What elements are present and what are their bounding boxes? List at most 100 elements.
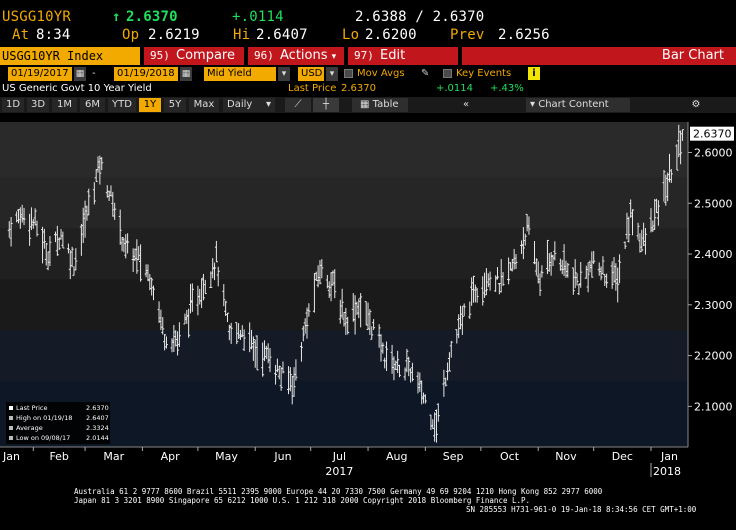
y-tick-label: 2.2000 — [694, 350, 733, 363]
prev-label: Prev — [450, 27, 485, 43]
x-year-label: 2018 — [653, 465, 681, 478]
low-value: 2.6200 — [365, 27, 417, 43]
period-ytd[interactable]: YTD — [108, 98, 136, 112]
edit-button[interactable]: 97) Edit — [348, 47, 458, 65]
parameter-row: 01/19/2017 ▦ - 01/19/2018 ▦ Mid Yield ▾ … — [0, 66, 736, 82]
chart-content-button[interactable]: ▾ Chart Content — [526, 98, 630, 112]
function-bar: USGG10YR Index 95) Compare 96) Actions ▾… — [0, 47, 736, 65]
period-6m[interactable]: 6M — [80, 98, 105, 112]
x-tick-label: Mar — [103, 450, 124, 463]
frequency-label: Daily — [227, 99, 253, 110]
pct-change-value: +.43% — [490, 83, 524, 94]
period-5y[interactable]: 5Y — [164, 98, 186, 112]
y-tick-label: 2.6000 — [694, 146, 733, 159]
actions-label: Actions — [280, 48, 328, 63]
chart-content-label: Chart Content — [538, 99, 609, 110]
y-tick-label: 2.5000 — [694, 197, 733, 210]
period-1y[interactable]: 1Y — [139, 98, 161, 112]
mov-avgs-checkbox[interactable] — [344, 69, 353, 78]
x-tick-label: Jan — [660, 450, 678, 463]
high-value: 2.6407 — [256, 27, 308, 43]
chart-title: Bar Chart — [462, 47, 736, 65]
change-value: +.0114 — [436, 83, 474, 94]
period-1d[interactable]: 1D — [2, 98, 24, 112]
date-separator: - — [92, 68, 96, 79]
chevron-down-icon[interactable]: ▾ — [326, 67, 338, 81]
chevron-down-icon: ▾ — [265, 99, 271, 110]
band — [0, 380, 688, 447]
x-tick-label: Nov — [555, 450, 577, 463]
currency-select[interactable]: USD — [298, 67, 324, 81]
legend-value: 2.0144 — [86, 434, 109, 442]
legend-label: Average — [16, 424, 43, 432]
frequency-select[interactable]: Daily ▾ — [223, 98, 275, 112]
footer-contacts-line1: Australia 61 2 9777 8600 Brazil 5511 239… — [74, 487, 603, 496]
start-date-field[interactable]: 01/19/2017 — [8, 67, 72, 81]
legend-value: 2.6370 — [86, 404, 109, 412]
compare-button[interactable]: 95) Compare — [144, 47, 244, 65]
table-label: Table — [372, 99, 399, 110]
table-button[interactable]: ▦ Table — [352, 98, 408, 112]
bar-chart-icon[interactable]: ┼ — [313, 98, 339, 112]
end-date-field[interactable]: 01/19/2018 — [114, 67, 178, 81]
x-tick-label: Sep — [443, 450, 464, 463]
x-tick-label: Apr — [161, 450, 181, 463]
x-tick-label: Dec — [612, 450, 633, 463]
key-events-label: Key Events — [456, 68, 512, 79]
period-toolbar: 1D 3D 1M 6M YTD 1Y 5Y Max Daily ▾ ⟋ ┼ ▦ … — [0, 97, 736, 113]
chevron-down-icon[interactable]: ▾ — [278, 67, 290, 81]
last-value-label: 2.6370 — [693, 128, 732, 141]
period-max[interactable]: Max — [189, 98, 219, 112]
chart-legend: Last Price 2.6370 High on 01/19/18 2.6407 Av… — [6, 402, 110, 444]
x-axis: Jan Feb Mar Apr May Jun Jul Aug Sep Oct Nov Dec Jan 2… — [0, 446, 688, 478]
gear-icon[interactable]: ⚙ — [691, 99, 701, 110]
legend-box — [6, 402, 110, 444]
open-value: 2.6219 — [148, 27, 200, 43]
at-label: At — [12, 27, 30, 43]
pencil-icon[interactable]: ✎ — [421, 68, 430, 79]
legend-value: 2.3324 — [86, 424, 109, 432]
net-change: +.0114 — [232, 9, 284, 25]
info-icon[interactable]: i — [528, 67, 540, 80]
legend-marker — [9, 426, 13, 430]
actions-button[interactable]: 96) Actions ▾ — [248, 47, 344, 65]
calendar-icon[interactable]: ▦ — [74, 67, 86, 81]
last-price-value: 2.6370 — [341, 83, 376, 94]
last-price: 2.6370 — [126, 9, 178, 25]
last-value-box — [690, 126, 734, 141]
background-bands — [0, 122, 688, 447]
x-tick-label: Jan — [2, 450, 20, 463]
footer-contacts-line2: Japan 81 3 3201 8900 Singapore 65 6212 1… — [74, 496, 531, 505]
collapse-button[interactable]: « — [462, 99, 470, 110]
period-1m[interactable]: 1M — [52, 98, 77, 112]
legend-label: Last Price — [16, 404, 47, 412]
period-3d[interactable]: 3D — [27, 98, 49, 112]
x-tick-label: Aug — [386, 450, 407, 463]
up-arrow-icon: ↑ — [112, 9, 121, 25]
last-price-label: Last Price — [288, 83, 337, 94]
band — [0, 228, 688, 280]
security-description: US Generic Govt 10 Year Yield — [2, 83, 152, 94]
edit-num: 97) — [354, 49, 374, 62]
x-tick-label: May — [215, 450, 238, 463]
security-field[interactable]: USGG10YR Index — [0, 47, 140, 65]
legend-label: Low on 09/08/17 — [16, 434, 70, 442]
field-select[interactable]: Mid Yield — [204, 67, 276, 81]
ohlc-bars — [7, 124, 684, 443]
price-chart: 2.1000 2.2000 2.3000 2.4000 2.5000 2.6000 2.63… — [0, 122, 734, 478]
footer: Australia 61 2 9777 8600 Brazil 5511 239… — [0, 484, 736, 530]
band — [0, 330, 688, 381]
actions-num: 96) — [254, 49, 274, 62]
legend-marker — [9, 436, 13, 440]
edit-label: Edit — [380, 48, 406, 63]
compare-num: 95) — [150, 49, 170, 62]
quote-header: USGG10YR ↑ 2.6370 +.0114 2.6388 / 2.6370… — [0, 0, 736, 46]
footer-session-line: SN 285553 H731-961-0 19-Jan-18 8:34:56 C… — [466, 505, 697, 514]
x-year-label: 2017 — [325, 465, 353, 478]
key-events-checkbox[interactable] — [443, 69, 452, 78]
at-time: 8:34 — [36, 27, 71, 43]
calendar-icon[interactable]: ▦ — [180, 67, 192, 81]
y-axis: 2.1000 2.2000 2.3000 2.4000 2.5000 2.6000 2.63… — [687, 122, 734, 447]
line-chart-icon[interactable]: ⟋ — [285, 98, 311, 112]
ticker[interactable]: USGG10YR — [2, 9, 72, 25]
